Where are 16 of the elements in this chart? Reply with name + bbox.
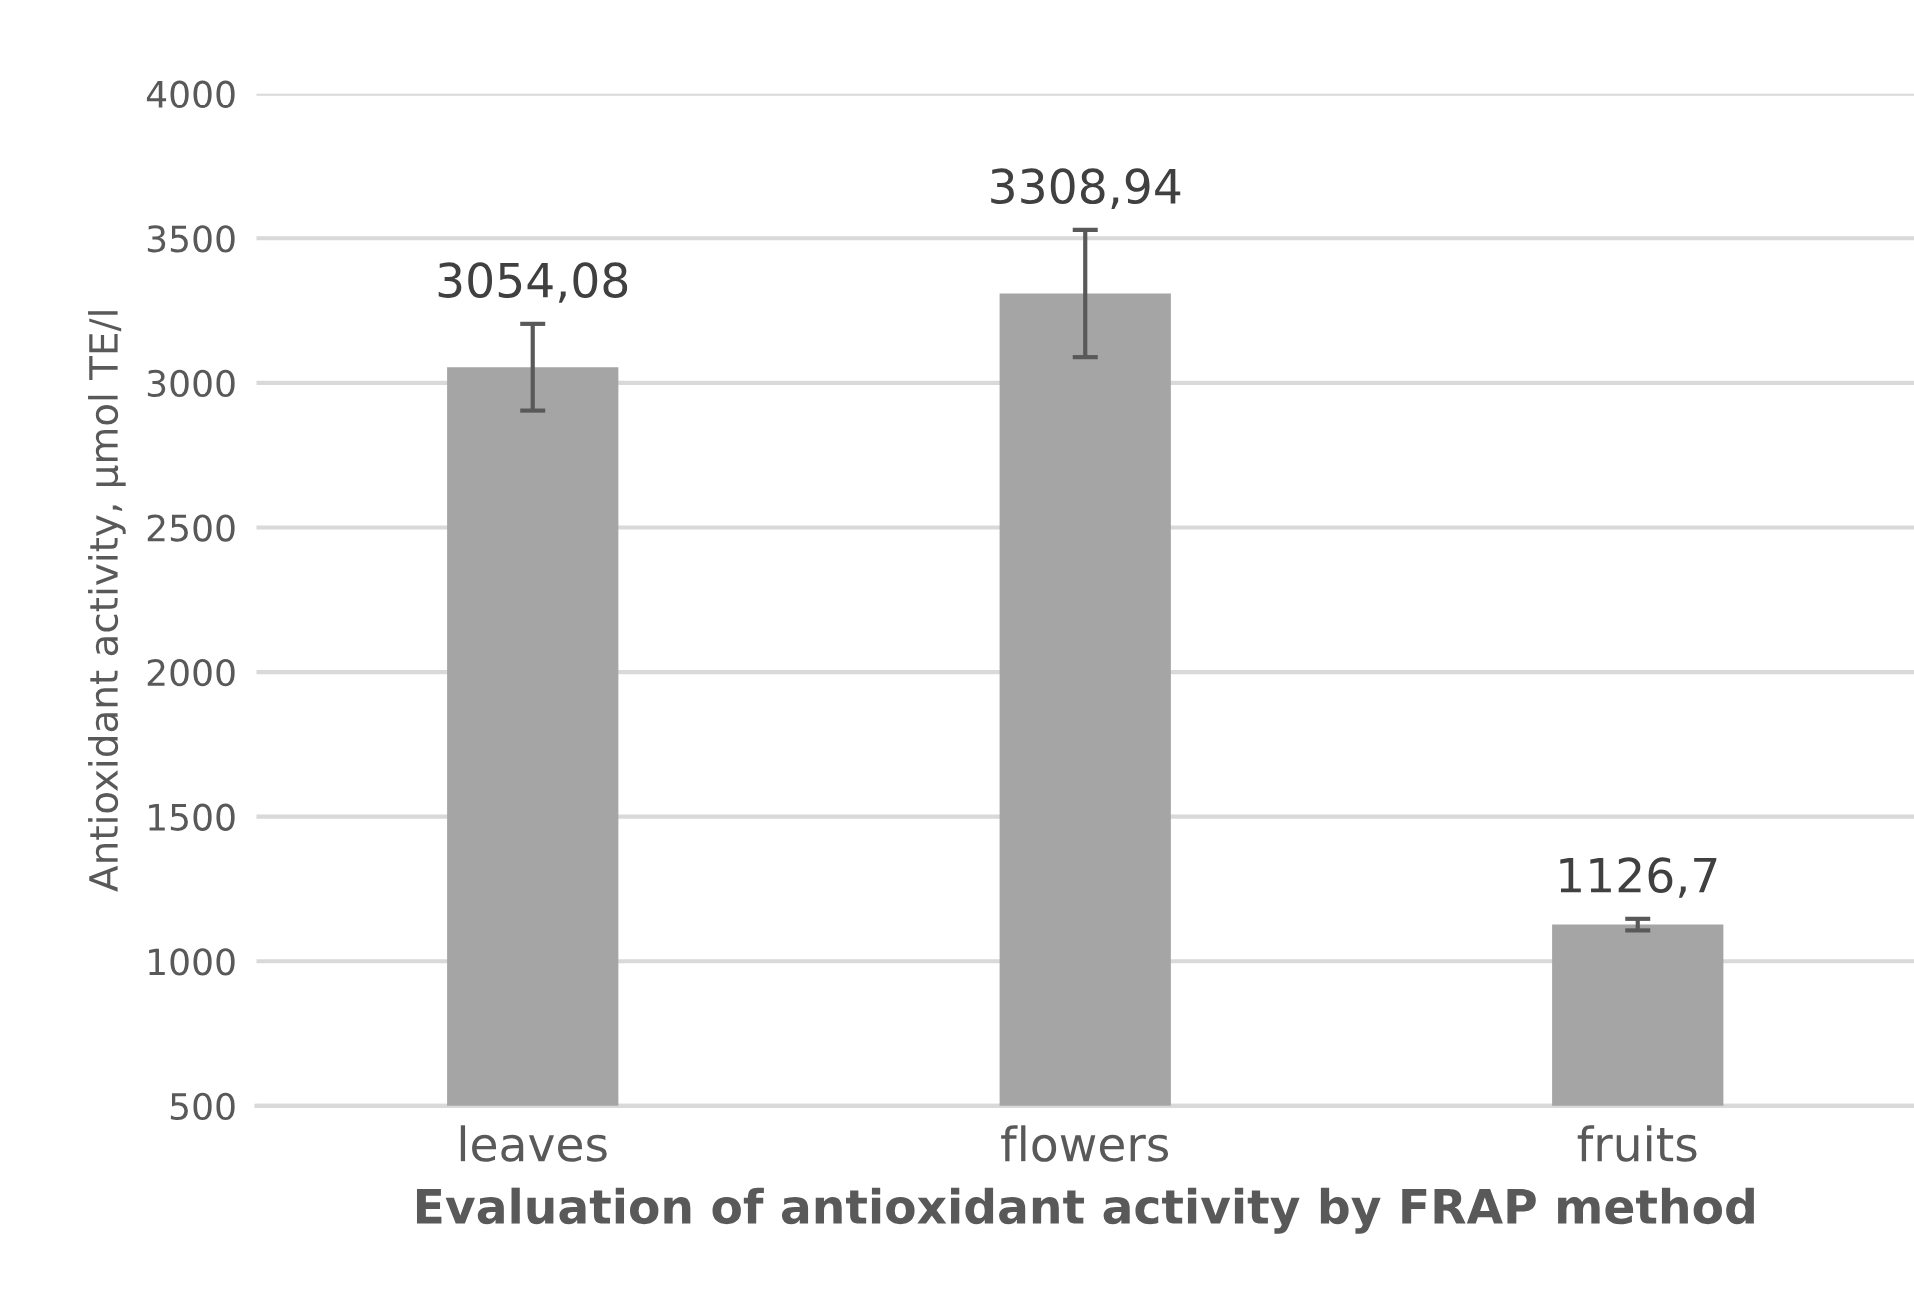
y-tick-label: 3000	[147, 369, 235, 398]
data-label: 3054,08	[438, 262, 628, 303]
data-label: 1126,7	[1560, 857, 1717, 898]
y-tick-label: 1000	[149, 948, 235, 976]
x-tick-label: fruits	[1577, 1125, 1697, 1162]
y-tick-label: 2500	[147, 514, 235, 542]
x-axis-title: Evaluation of antioxidant activity by FRAP method	[416, 1187, 1754, 1234]
y-tick-label: 4000	[146, 80, 235, 108]
y-tick-label: 2000	[147, 658, 235, 687]
y-tick-label: 1500	[149, 803, 235, 831]
y-tick-label: 500	[170, 1092, 235, 1121]
y-axis-title: Antioxidant activity, µmol TE/l	[88, 311, 126, 892]
x-tick-label: leaves	[460, 1125, 607, 1162]
x-tick-label: flowers	[1001, 1125, 1169, 1162]
y-tick-label: 3500	[147, 225, 235, 253]
data-label: 3308,94	[991, 168, 1181, 209]
